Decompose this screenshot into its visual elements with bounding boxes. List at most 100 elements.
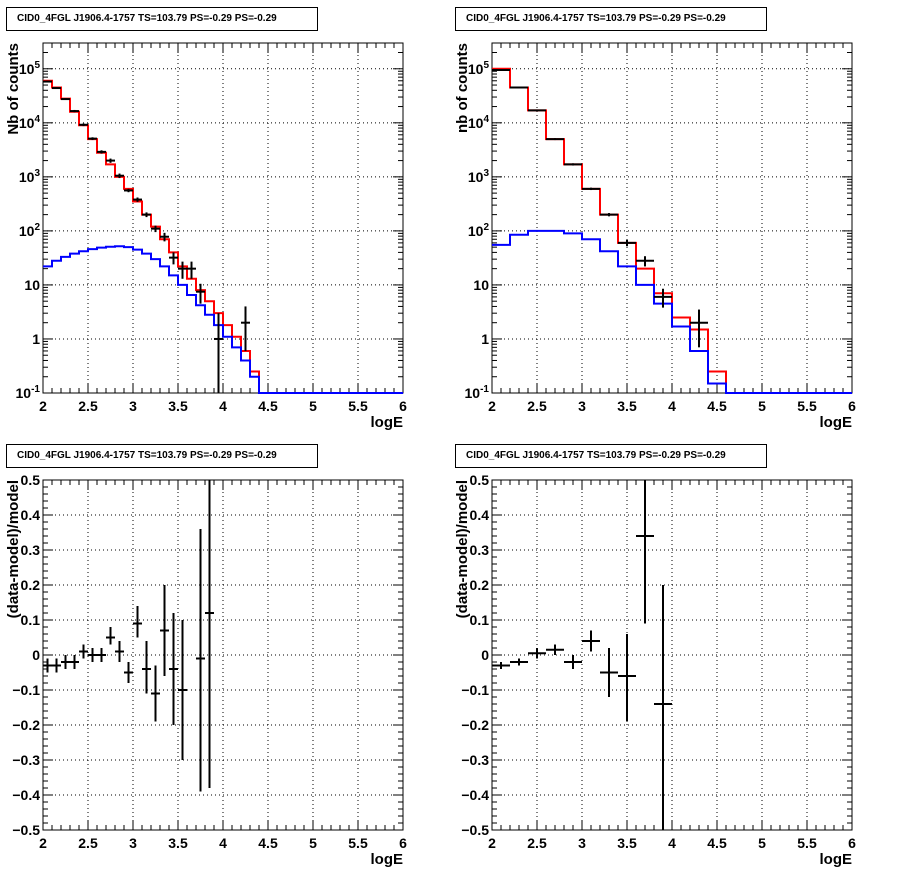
data-point xyxy=(510,658,528,666)
x-tick-label: 4.5 xyxy=(707,835,727,851)
data-point xyxy=(142,641,151,694)
panel-title: CID0_4FGL J1906.4-1757 TS=103.79 PS=-0.2… xyxy=(455,7,767,31)
data-point xyxy=(151,665,160,722)
y-tick-label: 0 xyxy=(481,647,489,663)
y-tick-label: 103 xyxy=(19,168,41,185)
y-tick-label: 104 xyxy=(19,114,41,131)
x-tick-label: 5 xyxy=(758,835,766,851)
x-tick-label: 5.5 xyxy=(797,835,817,851)
x-tick-label: 5 xyxy=(309,398,317,414)
y-tick-label: 0.4 xyxy=(470,507,490,523)
data-point xyxy=(61,98,70,101)
data-point xyxy=(178,261,187,279)
y-axis-title: (data-model)/model xyxy=(5,480,22,618)
model-source-histogram xyxy=(492,229,852,394)
y-tick-label: 103 xyxy=(468,168,490,185)
x-tick-label: 6 xyxy=(399,835,407,851)
y-tick-label: 0.3 xyxy=(21,542,41,558)
y-tick-label: −0.4 xyxy=(12,787,40,803)
y-tick-label: −0.5 xyxy=(461,822,489,838)
data-point xyxy=(564,655,582,669)
y-tick-label: −0.2 xyxy=(461,717,489,733)
x-tick-label: 3.5 xyxy=(617,398,637,414)
data-point xyxy=(133,606,142,638)
data-point xyxy=(61,655,70,669)
data-point xyxy=(106,627,115,645)
data-point xyxy=(124,662,133,683)
x-tick-label: 3 xyxy=(129,835,137,851)
data-point xyxy=(546,138,564,141)
y-tick-label: 0.3 xyxy=(470,542,490,558)
x-tick-label: 4.5 xyxy=(258,398,278,414)
x-tick-label: 2 xyxy=(488,835,496,851)
data-point xyxy=(690,309,708,348)
y-tick-label: 1 xyxy=(481,331,489,347)
data-point xyxy=(654,585,672,830)
data-point xyxy=(492,68,510,71)
data-point xyxy=(492,662,510,669)
x-tick-label: 4.5 xyxy=(258,835,278,851)
x-tick-label: 3.5 xyxy=(617,835,637,851)
data-point xyxy=(618,634,636,722)
y-tick-label: 105 xyxy=(468,60,490,77)
x-tick-label: 6 xyxy=(399,398,407,414)
x-tick-label: 3 xyxy=(129,398,137,414)
panel-title: CID0_4FGL J1906.4-1757 TS=103.79 PS=-0.2… xyxy=(6,7,318,31)
data-point xyxy=(169,252,178,265)
data-point xyxy=(169,613,178,725)
data-point xyxy=(70,655,79,669)
data-point xyxy=(178,620,187,760)
data-point xyxy=(160,585,169,676)
x-tick-label: 5 xyxy=(309,835,317,851)
data-point xyxy=(564,163,582,166)
x-tick-label: 3.5 xyxy=(168,398,188,414)
x-tick-label: 6 xyxy=(848,398,856,414)
x-axis-title: logE xyxy=(820,414,853,431)
y-tick-label: 0.1 xyxy=(21,612,41,628)
y-tick-label: −0.4 xyxy=(461,787,489,803)
data-point xyxy=(79,644,88,659)
y-tick-label: −0.1 xyxy=(12,682,40,698)
x-tick-label: 4 xyxy=(668,398,676,414)
y-axis-title: (data-model)/model xyxy=(454,480,471,618)
data-point xyxy=(88,648,97,662)
panel-title: CID0_4FGL J1906.4-1757 TS=103.79 PS=-0.2… xyxy=(6,444,318,468)
x-tick-label: 5.5 xyxy=(348,398,368,414)
x-tick-label: 2.5 xyxy=(78,835,98,851)
y-tick-label: 0 xyxy=(32,647,40,663)
x-tick-label: 2.5 xyxy=(527,398,547,414)
x-tick-label: 4.5 xyxy=(707,398,727,414)
x-tick-label: 6 xyxy=(848,835,856,851)
data-point xyxy=(160,232,169,242)
x-tick-label: 2 xyxy=(39,835,47,851)
x-tick-label: 5 xyxy=(758,398,766,414)
data-point xyxy=(600,213,618,217)
data-point xyxy=(97,150,106,154)
data-point xyxy=(79,123,88,127)
y-tick-label: −0.5 xyxy=(12,822,40,838)
data-point xyxy=(124,188,133,193)
data-point xyxy=(582,630,600,652)
data-point xyxy=(70,109,79,113)
data-point xyxy=(196,283,205,304)
model-source-histogram xyxy=(43,245,403,394)
x-tick-label: 2.5 xyxy=(78,398,98,414)
x-tick-label: 5.5 xyxy=(348,835,368,851)
data-point xyxy=(510,86,528,89)
data-point xyxy=(97,648,106,662)
x-tick-label: 4 xyxy=(219,835,227,851)
y-tick-label: 0.4 xyxy=(21,507,41,523)
y-axis-title: Nb of counts xyxy=(5,43,22,135)
y-tick-label: 10-1 xyxy=(16,384,41,401)
data-point xyxy=(88,137,97,141)
data-point xyxy=(582,187,600,191)
data-point xyxy=(52,87,61,90)
data-point xyxy=(654,288,672,308)
data-point xyxy=(187,261,196,279)
y-tick-label: 0.5 xyxy=(470,472,490,488)
x-tick-label: 5.5 xyxy=(797,398,817,414)
x-tick-label: 4 xyxy=(668,835,676,851)
data-point xyxy=(115,641,124,662)
data-point xyxy=(115,173,124,179)
